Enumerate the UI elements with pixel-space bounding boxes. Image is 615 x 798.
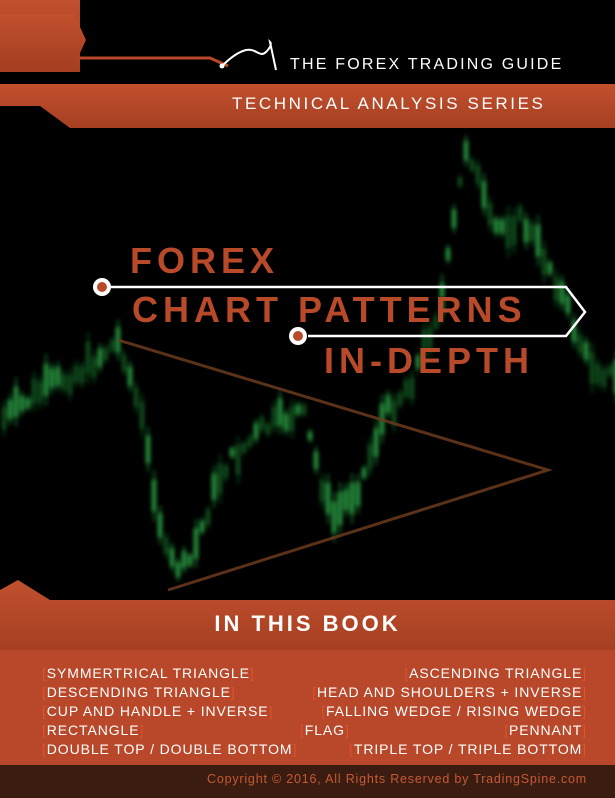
patterns-panel: [0, 650, 615, 765]
copyright-notice: Copyright © 2016, All Rights Reserved by…: [207, 772, 587, 786]
pattern-item: [CUP AND HANDLE + INVERSE]: [42, 703, 274, 719]
pattern-item: [SYMMERTRICAL TRIANGLE]: [42, 665, 255, 681]
footer-bar: [0, 765, 615, 798]
pen-signature-icon: [219, 38, 277, 71]
pattern-item: [PENNANT]: [504, 722, 587, 738]
pattern-item: [TRIPLE TOP / TRIPLE BOTTOM]: [349, 741, 587, 757]
pattern-item: [HEAD AND SHOULDERS + INVERSE]: [312, 684, 587, 700]
guide-title: THE FOREX TRADING GUIDE: [290, 56, 564, 73]
arrow-frame-icon: [93, 278, 587, 345]
book-title-line-1: FOREX: [130, 240, 280, 281]
book-title-line-3: IN-DEPTH: [324, 340, 534, 381]
candlestick-chart-background: [2, 134, 615, 582]
in-this-book-band: [0, 580, 615, 650]
series-title: TECHNICAL ANALYSIS SERIES: [232, 94, 546, 113]
book-title-line-2: CHART PATTERNS: [132, 289, 527, 330]
pattern-item: [RECTANGLE]: [42, 722, 145, 738]
in-this-book-heading: IN THIS BOOK: [214, 611, 401, 636]
pattern-item: [ASCENDING TRIANGLE]: [404, 665, 587, 681]
pattern-item: [DOUBLE TOP / DOUBLE BOTTOM]: [42, 741, 298, 757]
pattern-item: [FLAG]: [300, 722, 350, 738]
series-band: [0, 84, 615, 128]
triangle-pattern-lines: [117, 338, 554, 592]
pattern-item: [DESCENDING TRIANGLE]: [42, 684, 236, 700]
pattern-item: [FALLING WEDGE / RISING WEDGE]: [321, 703, 587, 719]
